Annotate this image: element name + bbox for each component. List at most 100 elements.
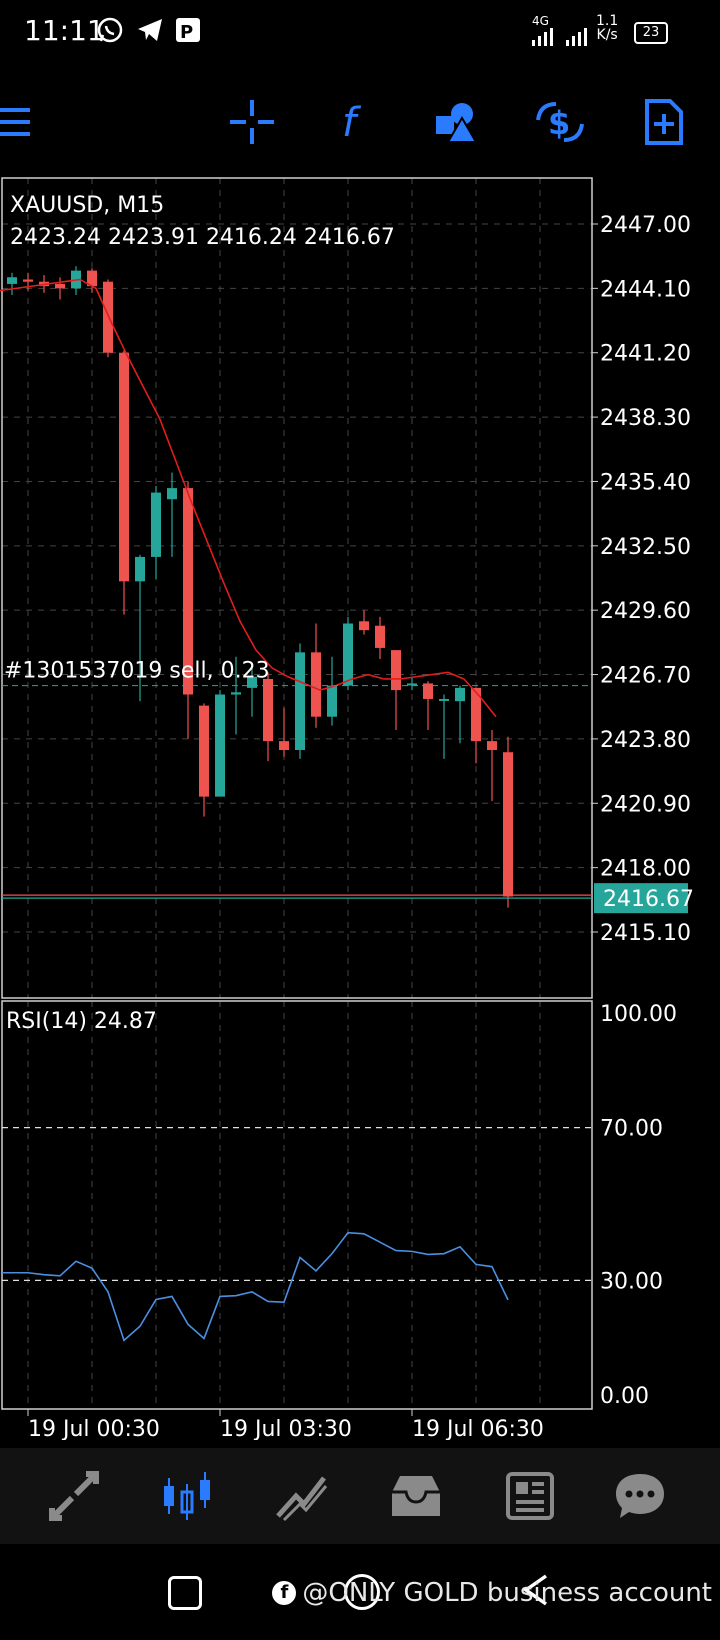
chart-grid <box>2 178 592 1409</box>
candle-body <box>87 270 97 287</box>
time-tick-label: 19 Jul 06:30 <box>412 1417 544 1440</box>
candle-body <box>199 705 209 797</box>
rsi-tick-label: 30.00 <box>600 1269 663 1294</box>
price-tick-label: 2441.20 <box>600 342 691 367</box>
nav-chat[interactable] <box>608 1464 672 1528</box>
rsi-frame <box>1 1000 593 1410</box>
quotes-icon <box>49 1471 99 1521</box>
history-icon <box>392 1476 440 1516</box>
price-tick-label: 2420.90 <box>600 792 691 817</box>
notification-icon: P <box>176 18 200 43</box>
status-bar: 11:11 P 4G 1.1 K/s 23 <box>0 0 720 70</box>
candle-body <box>343 623 353 686</box>
rsi-tick-label: 100.00 <box>600 1002 677 1027</box>
price-tick-label: 2435.40 <box>600 470 691 495</box>
candle-body <box>23 279 33 282</box>
price-chart[interactable]: XAUUSD, M15 2423.24 2423.91 2416.24 2416… <box>0 0 720 1440</box>
network-type: 4G <box>532 14 549 28</box>
back-icon[interactable] <box>520 1572 550 1608</box>
candle-body <box>7 277 17 284</box>
chart-toolbar: f $ <box>0 70 720 170</box>
price-tick-label: 2429.60 <box>600 599 691 624</box>
price-tick-label: 2444.10 <box>600 277 691 302</box>
candle-body <box>119 352 129 582</box>
nav-chart[interactable] <box>156 1464 220 1528</box>
candle-body <box>487 741 497 751</box>
candle-body <box>423 683 433 699</box>
nav-trade[interactable] <box>270 1464 334 1528</box>
candle-body <box>135 556 145 582</box>
status-time: 11:11 <box>24 14 105 47</box>
facebook-icon: f <box>272 1581 297 1605</box>
whatsapp-icon <box>97 17 123 43</box>
watermark-text: @ONLY GOLD business account <box>302 1578 712 1608</box>
price-tick-label: 2432.50 <box>600 535 691 560</box>
moving-average-line <box>0 278 497 718</box>
candle-body <box>263 678 273 742</box>
symbol-label: XAUUSD, M15 <box>10 193 164 218</box>
rsi-label: RSI(14) 24.87 <box>6 1009 157 1034</box>
time-axis: 19 Jul 00:30 19 Jul 03:30 19 Jul 06:30 <box>27 1409 544 1440</box>
candle-body <box>359 621 369 631</box>
news-icon <box>506 1472 554 1520</box>
price-axis: 2447.00 2444.10 2441.20 2438.30 2435.40 2432.… <box>592 213 691 946</box>
candle-body <box>391 650 401 691</box>
svg-text:P: P <box>180 22 193 43</box>
trade-tab-icon <box>276 1476 328 1522</box>
watermark: f @ONLY GOLD business account <box>272 1578 712 1608</box>
chat-icon <box>616 1474 664 1518</box>
candle-body <box>103 281 113 353</box>
ohlc-label: 2423.24 2423.91 2416.24 2416.67 <box>10 225 395 250</box>
trade-icon: $ <box>536 102 584 142</box>
function-icon: f <box>342 100 362 146</box>
candles <box>7 266 513 908</box>
home-button[interactable] <box>344 1574 380 1610</box>
bottom-nav <box>0 1448 720 1544</box>
candle-body <box>167 488 177 500</box>
time-tick-label: 19 Jul 03:30 <box>220 1417 352 1440</box>
candle-body <box>311 652 321 717</box>
current-price-text: 2416.67 <box>603 887 694 912</box>
current-price-tag <box>594 883 688 914</box>
recents-button[interactable] <box>168 1576 202 1610</box>
price-tick-label: 2426.70 <box>600 664 691 689</box>
candle-body <box>55 283 65 289</box>
telegram-icon <box>138 19 162 41</box>
candle-body <box>503 752 513 897</box>
price-tick-label: 2438.30 <box>600 406 691 431</box>
candle-body <box>375 625 385 648</box>
add-file-icon <box>645 99 683 145</box>
crosshair-button[interactable] <box>222 92 282 152</box>
signal-icon <box>532 28 587 46</box>
new-order-button[interactable] <box>634 92 694 152</box>
indicators-button[interactable]: f <box>326 92 386 152</box>
price-tick-label: 2423.80 <box>600 728 691 753</box>
chart-icon <box>164 1472 210 1520</box>
menu-button[interactable] <box>0 92 40 152</box>
candle-body <box>247 676 257 688</box>
nav-history[interactable] <box>384 1464 448 1528</box>
candle-body <box>231 692 241 695</box>
rsi-line <box>2 1231 509 1342</box>
rsi-axis: 100.00 70.00 30.00 0.00 <box>2 1002 677 1409</box>
rsi-tick-label: 0.00 <box>600 1384 649 1409</box>
objects-button[interactable] <box>428 92 488 152</box>
system-nav <box>0 1560 720 1640</box>
crosshair-icon <box>230 100 274 144</box>
main-chart-frame <box>1 177 593 999</box>
order-label[interactable]: #1301537019 sell, 0.23 <box>4 659 270 684</box>
battery-icon: 23 <box>634 22 668 44</box>
objects-icon <box>436 103 478 143</box>
candle-body <box>439 698 449 701</box>
candle-body <box>183 488 193 695</box>
candle-body <box>407 683 417 686</box>
price-tick-label: 2415.10 <box>600 921 691 946</box>
price-tick-label: 2418.00 <box>600 857 691 882</box>
candle-body <box>295 652 305 751</box>
nav-news[interactable] <box>498 1464 562 1528</box>
rsi-tick-label: 70.00 <box>600 1117 663 1142</box>
nav-quotes[interactable] <box>42 1464 106 1528</box>
trade-button[interactable]: $ <box>530 92 590 152</box>
candle-body <box>279 741 289 751</box>
candle-body <box>327 685 337 717</box>
